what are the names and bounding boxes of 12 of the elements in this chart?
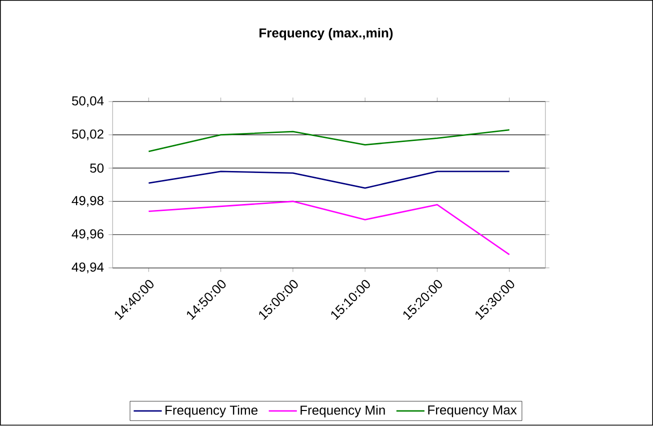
line-series (148, 170, 510, 189)
y-tick-label: 50,04 (72, 96, 104, 108)
y-tick-label: 50,02 (72, 130, 104, 140)
legend-label: Frequency Min (300, 405, 385, 418)
chart-title: Frequency (max.,min) (260, 28, 393, 40)
y-tick-label: 49,94 (72, 262, 104, 274)
line-series (148, 129, 510, 152)
legend-label: Frequency Time (166, 405, 258, 418)
legend-label: Frequency Max (428, 406, 517, 418)
y-tick-label: 50 (90, 164, 104, 173)
y-tick-label: 49,98 (72, 196, 104, 207)
y-tick-label: 49,96 (72, 229, 104, 240)
